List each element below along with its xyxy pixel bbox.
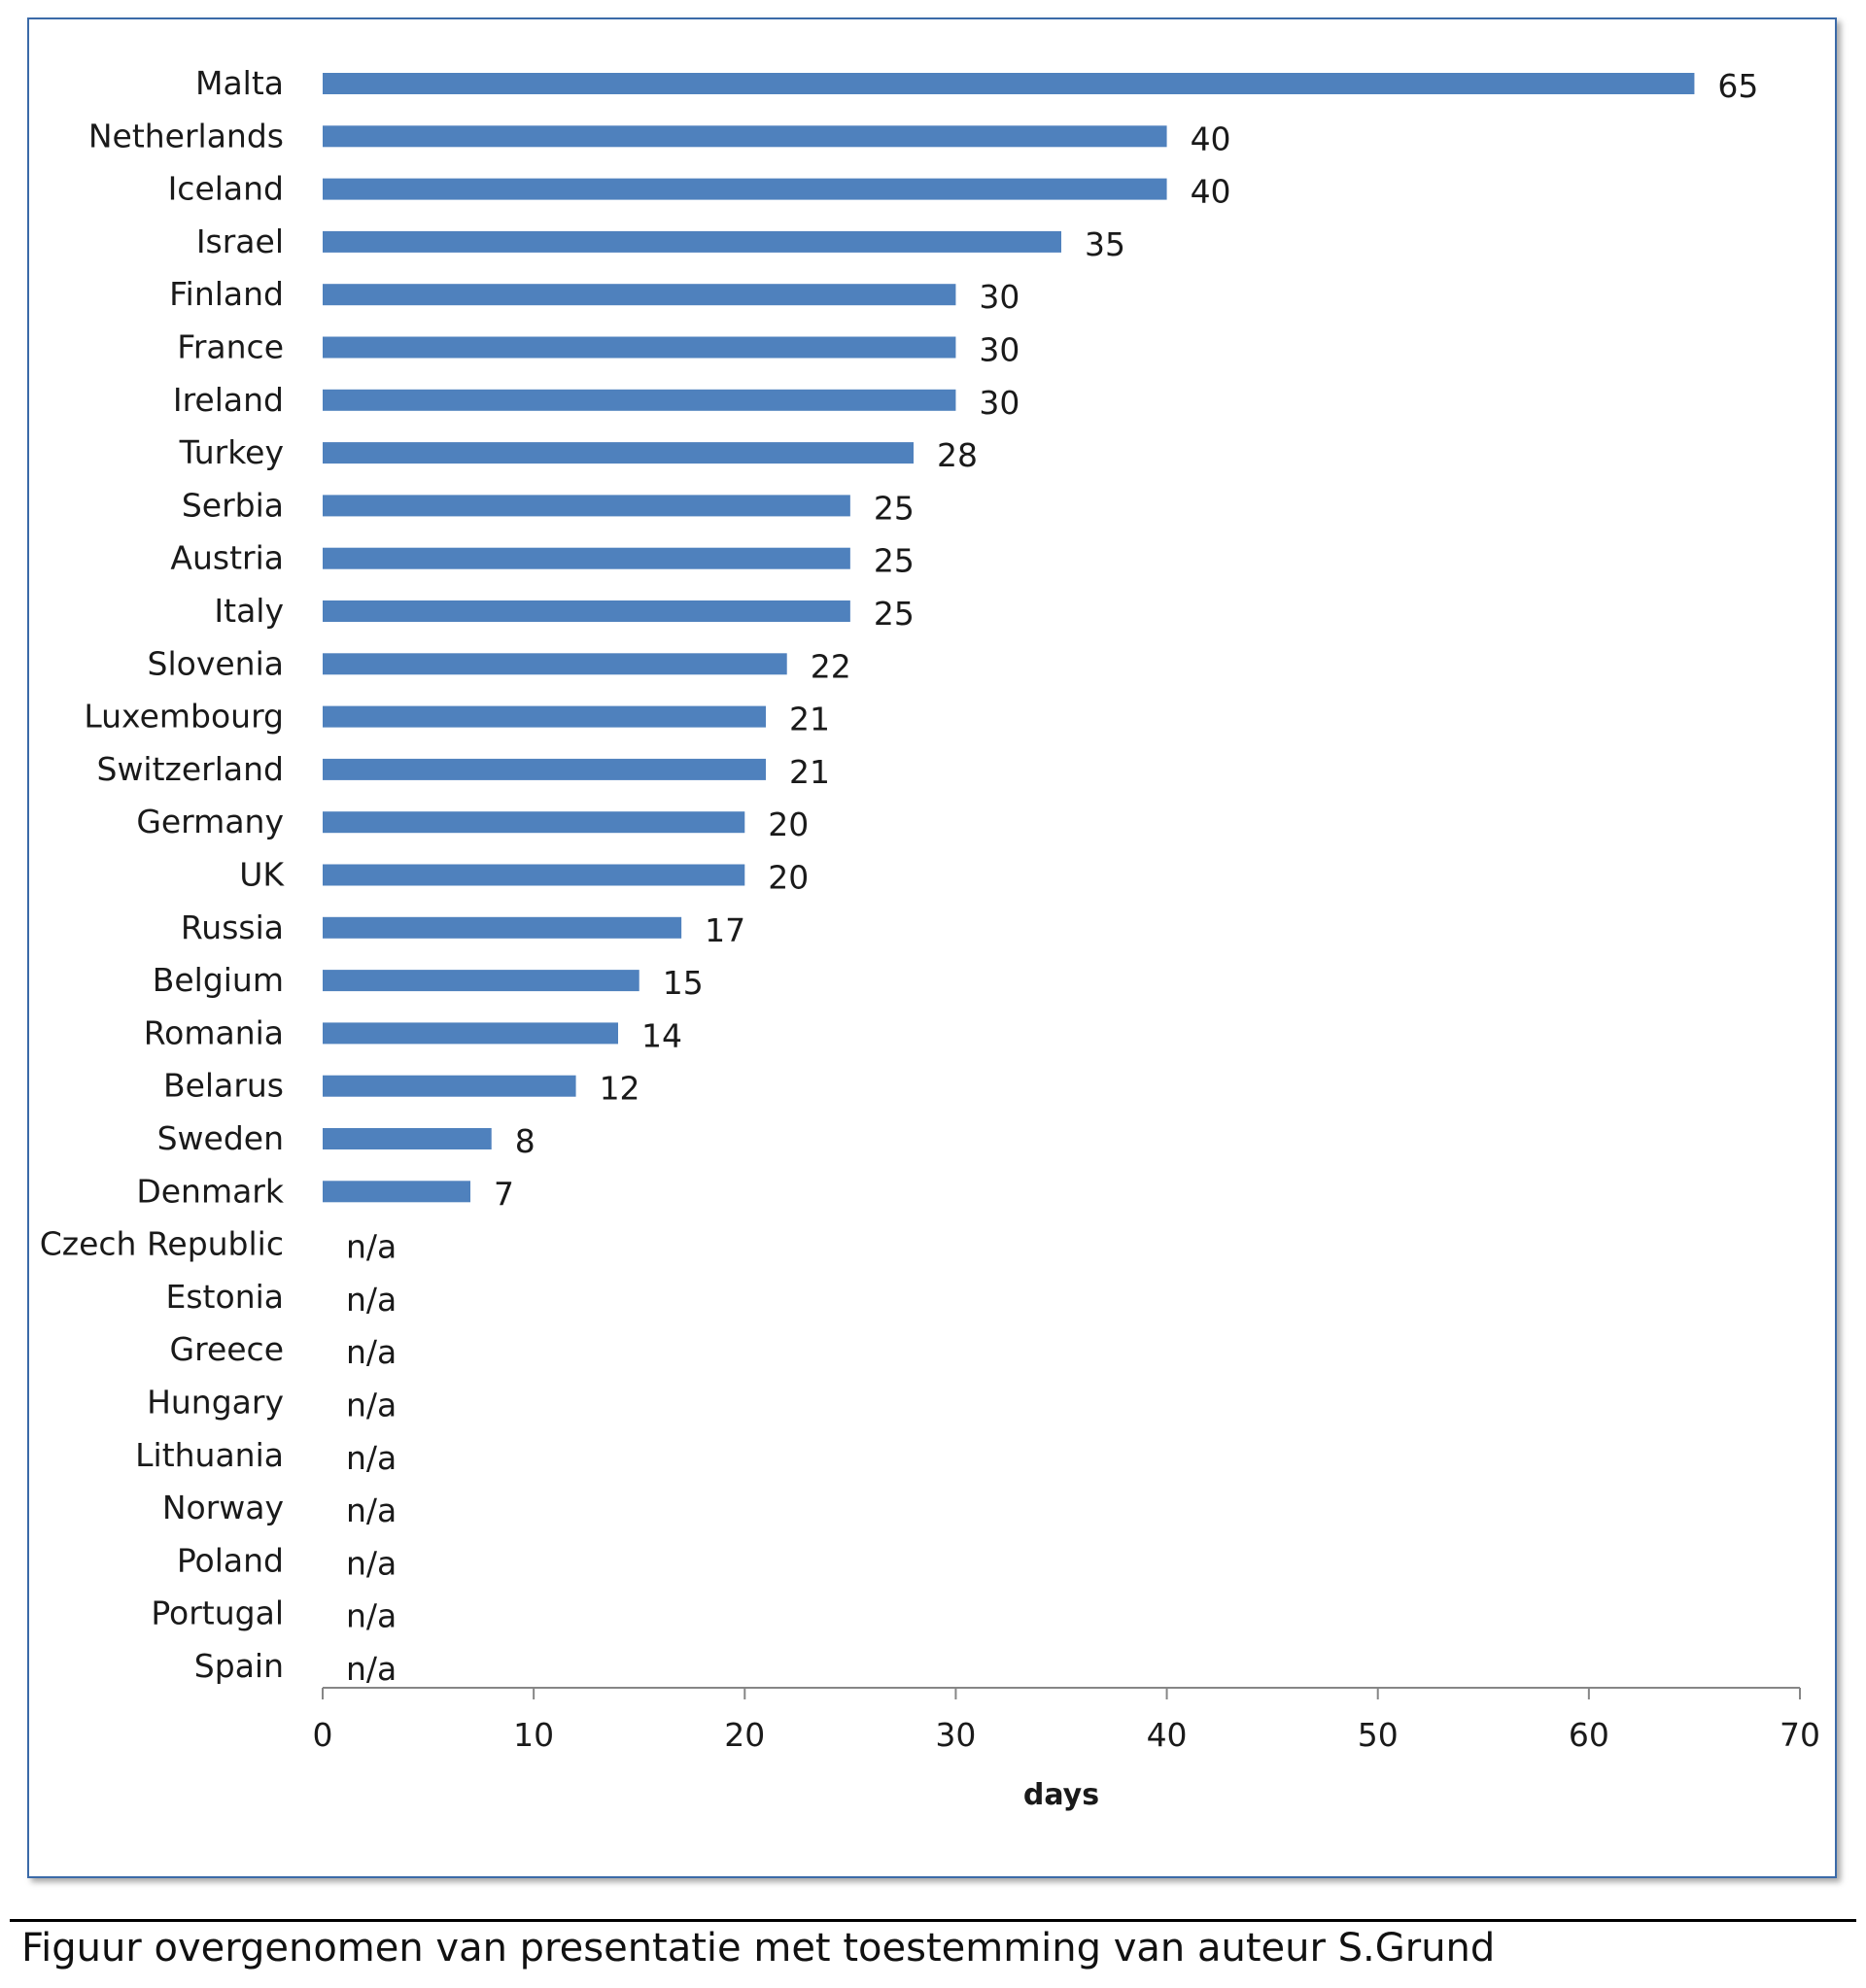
category-label: Poland bbox=[177, 1541, 284, 1579]
data-label: 7 bbox=[494, 1175, 514, 1213]
category-label: Russia bbox=[181, 908, 284, 946]
data-label: 30 bbox=[979, 331, 1019, 369]
bar bbox=[323, 970, 639, 992]
data-label: 15 bbox=[663, 964, 704, 1002]
category-label: Portugal bbox=[151, 1594, 284, 1632]
category-label: Sweden bbox=[157, 1119, 284, 1157]
x-axis-title: days bbox=[1023, 1778, 1099, 1812]
bar bbox=[323, 653, 787, 675]
bar bbox=[323, 336, 956, 359]
category-label: Slovenia bbox=[148, 644, 284, 682]
data-label: n/a bbox=[346, 1281, 397, 1319]
data-label: 8 bbox=[515, 1122, 536, 1160]
category-label: Finland bbox=[169, 275, 284, 313]
bar bbox=[323, 1181, 470, 1203]
data-label: 25 bbox=[874, 595, 915, 633]
x-tick-label: 30 bbox=[935, 1716, 976, 1754]
data-label: n/a bbox=[346, 1387, 397, 1424]
category-label: Lithuania bbox=[135, 1436, 284, 1474]
category-label: Ireland bbox=[173, 381, 284, 419]
x-tick-label: 10 bbox=[513, 1716, 554, 1754]
category-label: Turkey bbox=[179, 433, 284, 471]
category-label: Belarus bbox=[163, 1067, 284, 1105]
category-label: Luxembourg bbox=[84, 698, 284, 736]
category-label: Spain bbox=[194, 1647, 284, 1685]
category-label: Estonia bbox=[166, 1278, 284, 1316]
bar bbox=[323, 389, 956, 411]
data-label: n/a bbox=[346, 1597, 397, 1635]
data-label: 21 bbox=[789, 701, 830, 738]
x-tick-label: 20 bbox=[724, 1716, 765, 1754]
data-label: n/a bbox=[346, 1439, 397, 1477]
x-tick-label: 70 bbox=[1780, 1716, 1820, 1754]
chart-frame: Malta 65 Netherlands 40 Iceland 40 Israel 35 Fin… bbox=[27, 17, 1837, 1878]
data-label: n/a bbox=[346, 1333, 397, 1371]
caption-divider bbox=[10, 1919, 1856, 1922]
data-label: 40 bbox=[1191, 120, 1231, 157]
data-label: 20 bbox=[768, 859, 809, 897]
category-label: Czech Republic bbox=[40, 1225, 284, 1263]
x-tick-label: 0 bbox=[313, 1716, 333, 1754]
bar bbox=[323, 442, 914, 464]
bar bbox=[323, 864, 745, 886]
bar bbox=[323, 600, 850, 622]
category-label: Germany bbox=[136, 803, 284, 840]
data-label: n/a bbox=[346, 1491, 397, 1529]
bar bbox=[323, 125, 1167, 148]
data-label: 25 bbox=[874, 489, 915, 527]
bar bbox=[323, 758, 766, 780]
category-label: Austria bbox=[170, 539, 284, 577]
data-label: 12 bbox=[600, 1070, 640, 1108]
bar bbox=[323, 811, 745, 834]
bar bbox=[323, 1128, 492, 1149]
category-label: Italy bbox=[214, 592, 284, 630]
category-label: UK bbox=[239, 856, 285, 894]
bar bbox=[323, 73, 1695, 94]
data-label: 65 bbox=[1717, 67, 1758, 105]
figure-caption: Figuur overgenomen van presentatie met t… bbox=[21, 1926, 1496, 1971]
bar bbox=[323, 1075, 576, 1097]
category-label: Romania bbox=[144, 1013, 284, 1051]
category-label: Switzerland bbox=[97, 750, 285, 788]
x-tick-label: 50 bbox=[1358, 1716, 1399, 1754]
bar bbox=[323, 705, 766, 728]
category-label: Greece bbox=[170, 1330, 284, 1368]
bar bbox=[323, 547, 850, 569]
category-label: Belgium bbox=[153, 961, 284, 999]
data-label: 14 bbox=[641, 1016, 682, 1054]
category-label: Netherlands bbox=[88, 117, 284, 154]
data-label: n/a bbox=[346, 1650, 397, 1688]
data-label: 25 bbox=[874, 542, 915, 580]
data-label: 22 bbox=[811, 647, 851, 685]
category-label: France bbox=[177, 328, 284, 366]
category-label: Iceland bbox=[168, 170, 284, 208]
bar bbox=[323, 230, 1061, 253]
bar bbox=[323, 495, 850, 517]
data-label: 30 bbox=[979, 278, 1019, 316]
category-label: Norway bbox=[162, 1489, 284, 1526]
data-label: 40 bbox=[1191, 173, 1231, 211]
bar bbox=[323, 1022, 618, 1045]
category-label: Hungary bbox=[147, 1384, 284, 1422]
category-label: Israel bbox=[196, 223, 284, 260]
category-label: Denmark bbox=[136, 1172, 285, 1210]
data-label: 20 bbox=[768, 805, 809, 843]
bar bbox=[323, 916, 682, 939]
x-tick-label: 60 bbox=[1569, 1716, 1609, 1754]
data-label: n/a bbox=[346, 1544, 397, 1582]
data-label: 30 bbox=[979, 384, 1019, 422]
category-label: Serbia bbox=[182, 486, 284, 524]
x-tick-label: 40 bbox=[1147, 1716, 1188, 1754]
bar bbox=[323, 178, 1167, 200]
data-label: 28 bbox=[937, 436, 978, 474]
data-label: 35 bbox=[1085, 225, 1125, 263]
data-label: n/a bbox=[346, 1228, 397, 1266]
bar-chart: Malta 65 Netherlands 40 Iceland 40 Israel 35 Fin… bbox=[40, 64, 1820, 1812]
bar bbox=[323, 284, 956, 306]
data-label: 21 bbox=[789, 753, 830, 791]
category-label: Malta bbox=[195, 64, 284, 102]
data-label: 17 bbox=[705, 911, 745, 949]
